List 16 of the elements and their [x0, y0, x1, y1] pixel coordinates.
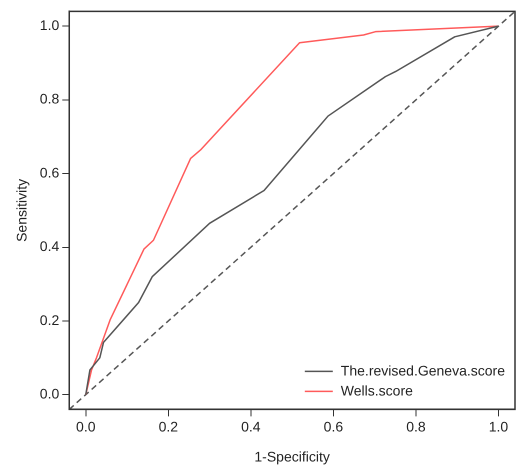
- y-tick-label: 0.6: [40, 164, 60, 180]
- x-tick-label: 1.0: [488, 418, 508, 435]
- x-tick-label: 0.2: [158, 418, 178, 435]
- x-axis-title: 1-Specificity: [254, 448, 330, 464]
- y-tick-label: 0.2: [40, 312, 60, 328]
- x-tick-label: 0.4: [241, 418, 261, 435]
- x-tick-label: 0.8: [406, 418, 426, 435]
- y-tick-label: 0.4: [40, 238, 60, 254]
- y-tick-label: 1.0: [40, 17, 60, 33]
- legend-label: The.revised.Geneva.score: [340, 362, 506, 378]
- x-tick-label: 0.0: [76, 418, 96, 435]
- x-tick-label: 0.6: [324, 418, 344, 435]
- y-tick-label: 0.8: [40, 90, 60, 107]
- y-axis-title: Sensitivity: [13, 178, 30, 242]
- y-tick-label: 0.0: [40, 386, 60, 402]
- legend-label: Wells.score: [340, 382, 414, 398]
